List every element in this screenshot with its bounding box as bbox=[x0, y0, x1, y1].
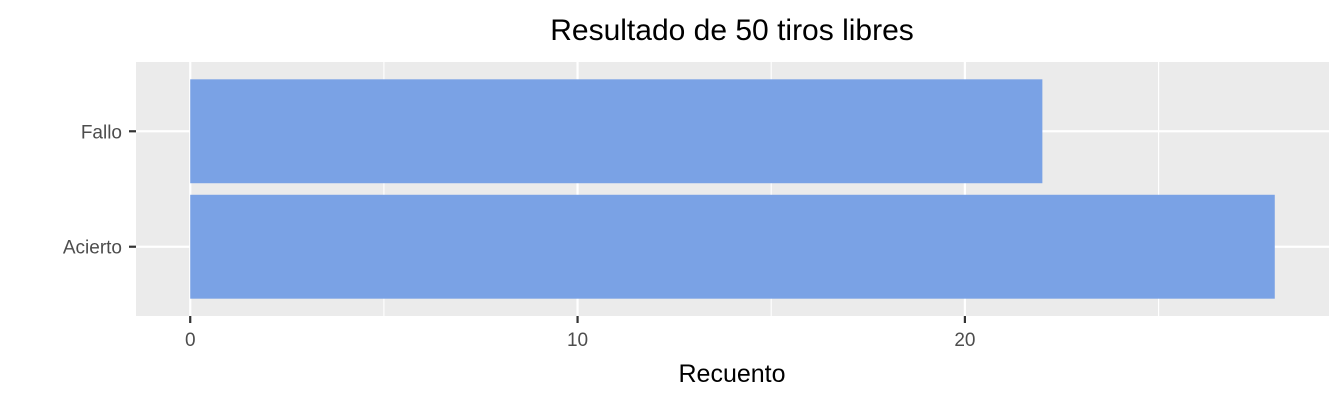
x-tick-label: 0 bbox=[185, 330, 196, 351]
x-tick-label: 20 bbox=[954, 330, 975, 351]
bars bbox=[190, 79, 1275, 299]
bar-fallo bbox=[190, 79, 1043, 184]
chart-title: Resultado de 50 tiros libres bbox=[550, 14, 914, 47]
x-axis: 0 10 20 bbox=[185, 316, 975, 351]
bar-acierto bbox=[190, 194, 1275, 299]
y-axis: Acierto Fallo bbox=[63, 122, 136, 259]
x-axis-title: Recuento bbox=[678, 360, 785, 388]
y-tick-label: Fallo bbox=[81, 122, 122, 143]
y-tick-label: Acierto bbox=[63, 238, 122, 259]
x-tick-label: 10 bbox=[567, 330, 588, 351]
